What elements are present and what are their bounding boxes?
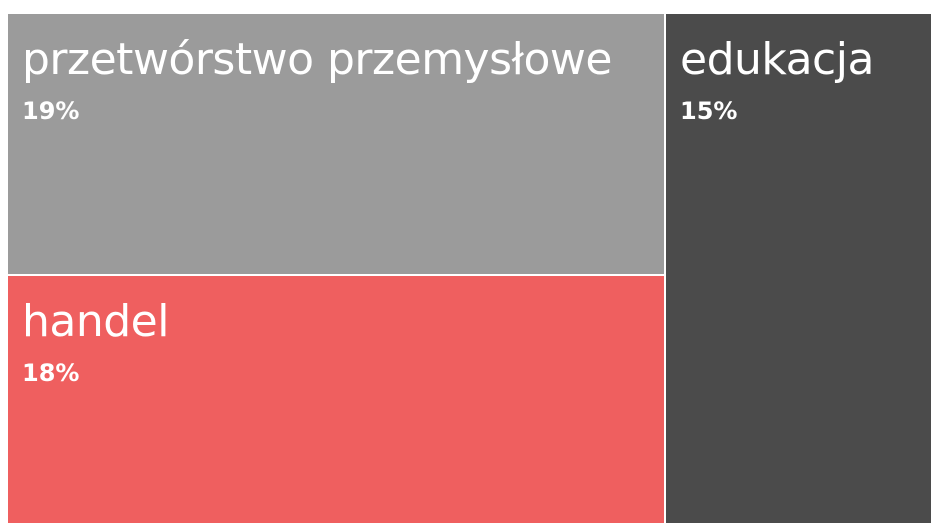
tile-value: 15% (680, 97, 738, 125)
treemap-tile-przetworstwo: przetwórstwo przemysłowe 19% (8, 14, 664, 274)
treemap-chart: przetwórstwo przemysłowe 19% handel 18% … (8, 14, 931, 523)
tile-value: 19% (22, 97, 80, 125)
tile-label: przetwórstwo przemysłowe (22, 34, 613, 85)
treemap-tile-handel: handel 18% (8, 276, 664, 523)
treemap-tile-edukacja: edukacja 15% (666, 14, 931, 523)
tile-label: edukacja (680, 34, 874, 85)
tile-value: 18% (22, 359, 80, 387)
tile-label: handel (22, 296, 169, 347)
